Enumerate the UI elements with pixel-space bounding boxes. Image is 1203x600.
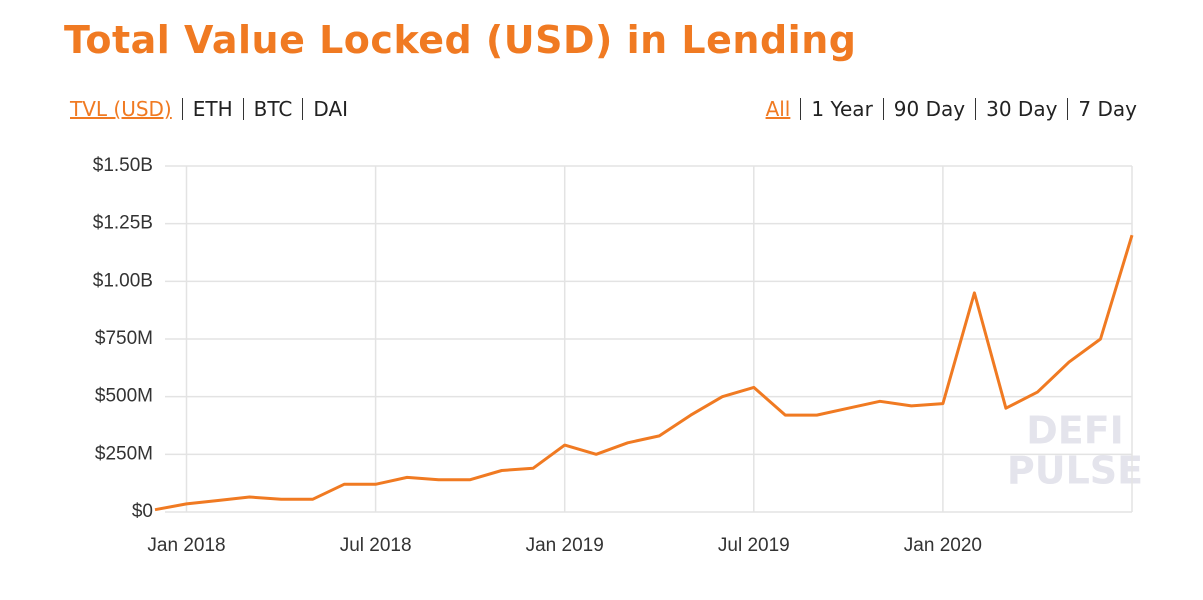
range-tab[interactable]: All: [765, 97, 791, 121]
metric-tab[interactable]: BTC: [242, 98, 303, 120]
metric-tab[interactable]: DAI: [302, 98, 358, 120]
metric-tab[interactable]: TVL (USD): [70, 97, 172, 121]
y-tick-label: $1.00B: [93, 270, 153, 291]
y-tick-label: $1.50B: [93, 155, 153, 176]
range-tab[interactable]: 7 Day: [1067, 98, 1137, 120]
x-tick-label: Jan 2020: [904, 535, 982, 556]
range-tab[interactable]: 90 Day: [882, 98, 975, 120]
y-tick-label: $0: [132, 501, 153, 522]
y-tick-label: $1.25B: [93, 213, 153, 234]
data-line: [154, 234, 1134, 512]
y-tick-label: $500M: [95, 386, 153, 407]
watermark: DEFI: [1026, 409, 1124, 453]
watermark: PULSE: [1007, 449, 1143, 493]
x-tick-label: Jul 2019: [718, 535, 790, 556]
x-tick-label: Jul 2018: [340, 535, 412, 556]
range-tabs: All 1 Year 90 Day 30 Day 7 Day: [766, 98, 1137, 120]
metric-tabs: TVL (USD) ETH BTC DAI: [70, 98, 358, 120]
metric-tab[interactable]: ETH: [181, 98, 243, 120]
x-tick-label: Jan 2018: [147, 535, 225, 556]
y-tick-label: $750M: [95, 328, 153, 349]
range-tab[interactable]: 1 Year: [800, 98, 882, 120]
x-tick-label: Jan 2019: [526, 535, 604, 556]
range-tab[interactable]: 30 Day: [975, 98, 1067, 120]
y-tick-label: $250M: [95, 443, 153, 464]
chart-title: Total Value Locked (USD) in Lending: [64, 18, 857, 62]
